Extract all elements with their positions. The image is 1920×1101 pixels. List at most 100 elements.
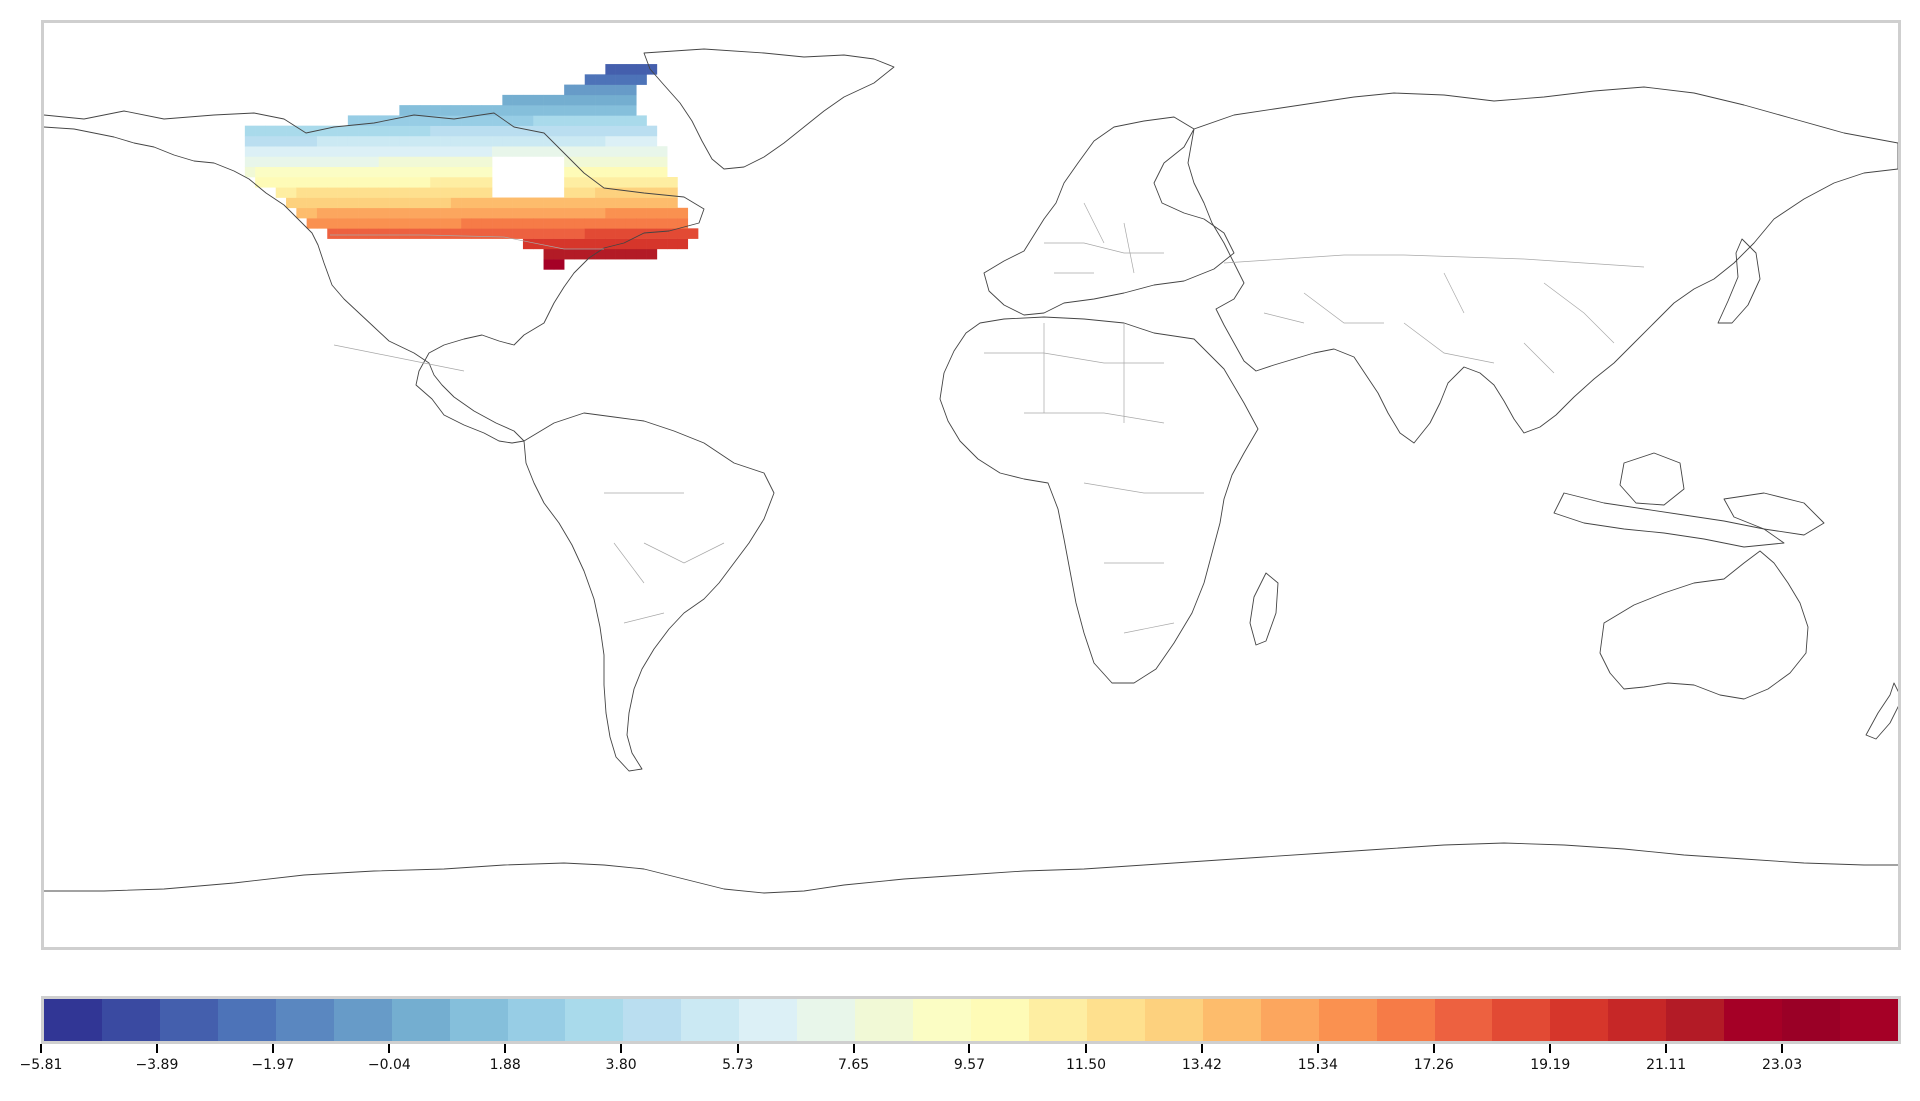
field-cell: [265, 166, 277, 178]
colorbar: [41, 996, 1901, 1044]
field-cell: [574, 135, 586, 147]
field-cell: [358, 207, 369, 219]
field-cell: [625, 177, 637, 188]
field-cell: [265, 125, 277, 137]
field-cell: [605, 64, 616, 75]
new-zealand-coastline: [1865, 682, 1898, 740]
field-cell: [502, 105, 513, 116]
field-cell: [625, 135, 637, 147]
field-cell: [574, 228, 586, 239]
field-cell: [471, 105, 483, 116]
field-cell: [327, 197, 338, 209]
field-cell: [368, 156, 380, 168]
field-cell: [574, 166, 586, 178]
colorbar-tick-label: 1.88: [489, 1057, 521, 1073]
field-cell: [409, 146, 421, 157]
field-cell: [605, 218, 616, 229]
colorbar-cell: [681, 999, 740, 1041]
field-cell: [419, 177, 431, 188]
field-cell: [636, 156, 647, 168]
field-cell: [399, 166, 410, 178]
field-cell: [337, 197, 349, 209]
field-cell: [368, 125, 380, 137]
field-cell: [471, 187, 483, 198]
field-cell: [419, 115, 431, 126]
colorbar-tick: 19.19: [1510, 1044, 1590, 1073]
field-cell: [461, 166, 472, 178]
field-cell: [595, 74, 606, 85]
field-cell: [615, 64, 627, 75]
colorbar-cell: [507, 999, 566, 1041]
field-cell: [430, 156, 441, 168]
field-cell: [636, 74, 647, 85]
colorbar-tick-label: 5.73: [722, 1057, 754, 1073]
field-cell: [409, 228, 421, 239]
colorbar-tick-mark: [1432, 1044, 1435, 1053]
field-cell: [636, 177, 647, 188]
field-cell: [419, 105, 431, 116]
field-cell: [492, 207, 503, 219]
colorbar-tick-label: −0.04: [367, 1057, 411, 1073]
field-cell: [667, 218, 678, 229]
field-cell: [595, 156, 606, 168]
field-cell: [399, 197, 410, 209]
field-cell: [358, 156, 369, 168]
field-cell: [306, 135, 318, 147]
field-cell: [564, 177, 575, 188]
field-cell: [461, 207, 472, 219]
colorbar-cell: [913, 999, 971, 1041]
europe-borders: [1044, 202, 1164, 274]
field-cell: [337, 156, 349, 168]
field-cell: [584, 115, 596, 126]
field-cell: [605, 248, 616, 260]
field-cell: [595, 105, 606, 116]
field-cell: [533, 197, 544, 209]
field-cell: [492, 228, 503, 239]
field-cell: [512, 115, 524, 126]
field-cell: [389, 125, 400, 137]
field-cell: [595, 94, 606, 106]
field-cell: [481, 105, 493, 116]
field-cell: [430, 105, 441, 116]
field-cell: [440, 228, 452, 239]
colorbar-tick-mark: [1665, 1044, 1668, 1053]
field-cell: [368, 218, 380, 229]
field-cell: [522, 218, 534, 229]
field-cell: [430, 166, 441, 178]
field-cell: [450, 135, 462, 147]
field-cell: [605, 187, 616, 198]
field-cell: [512, 207, 524, 219]
field-cell: [522, 238, 534, 250]
field-cell: [625, 94, 637, 106]
field-cell: [677, 228, 689, 239]
field-cell: [502, 125, 513, 137]
field-cell: [543, 248, 555, 260]
field-cell: [244, 125, 256, 137]
colorbar-tick-label: 19.19: [1530, 1057, 1571, 1073]
field-cell: [471, 228, 483, 239]
field-cell: [430, 115, 441, 126]
field-cell: [327, 125, 338, 137]
field-cell: [378, 197, 390, 209]
field-cell: [399, 207, 410, 219]
colorbar-cell: [449, 999, 508, 1041]
field-cell: [337, 166, 349, 178]
field-cell: [316, 135, 328, 147]
field-cell: [275, 125, 287, 137]
field-cell: [316, 177, 328, 188]
map-frame: [41, 20, 1901, 950]
field-cell: [430, 197, 441, 209]
field-cell: [615, 94, 627, 106]
antarctica-coastline: [44, 842, 1898, 894]
field-cell: [481, 166, 493, 178]
field-cell: [481, 146, 493, 157]
field-cell: [368, 187, 380, 198]
colorbar-tick: 3.80: [581, 1044, 661, 1073]
field-cell: [625, 207, 637, 219]
colorbar-tick: −0.04: [349, 1044, 429, 1073]
colorbar-tick-label: 9.57: [953, 1057, 986, 1073]
field-cell: [471, 166, 483, 178]
field-cell: [430, 177, 441, 188]
field-cell: [522, 146, 534, 157]
field-cell: [615, 105, 627, 116]
